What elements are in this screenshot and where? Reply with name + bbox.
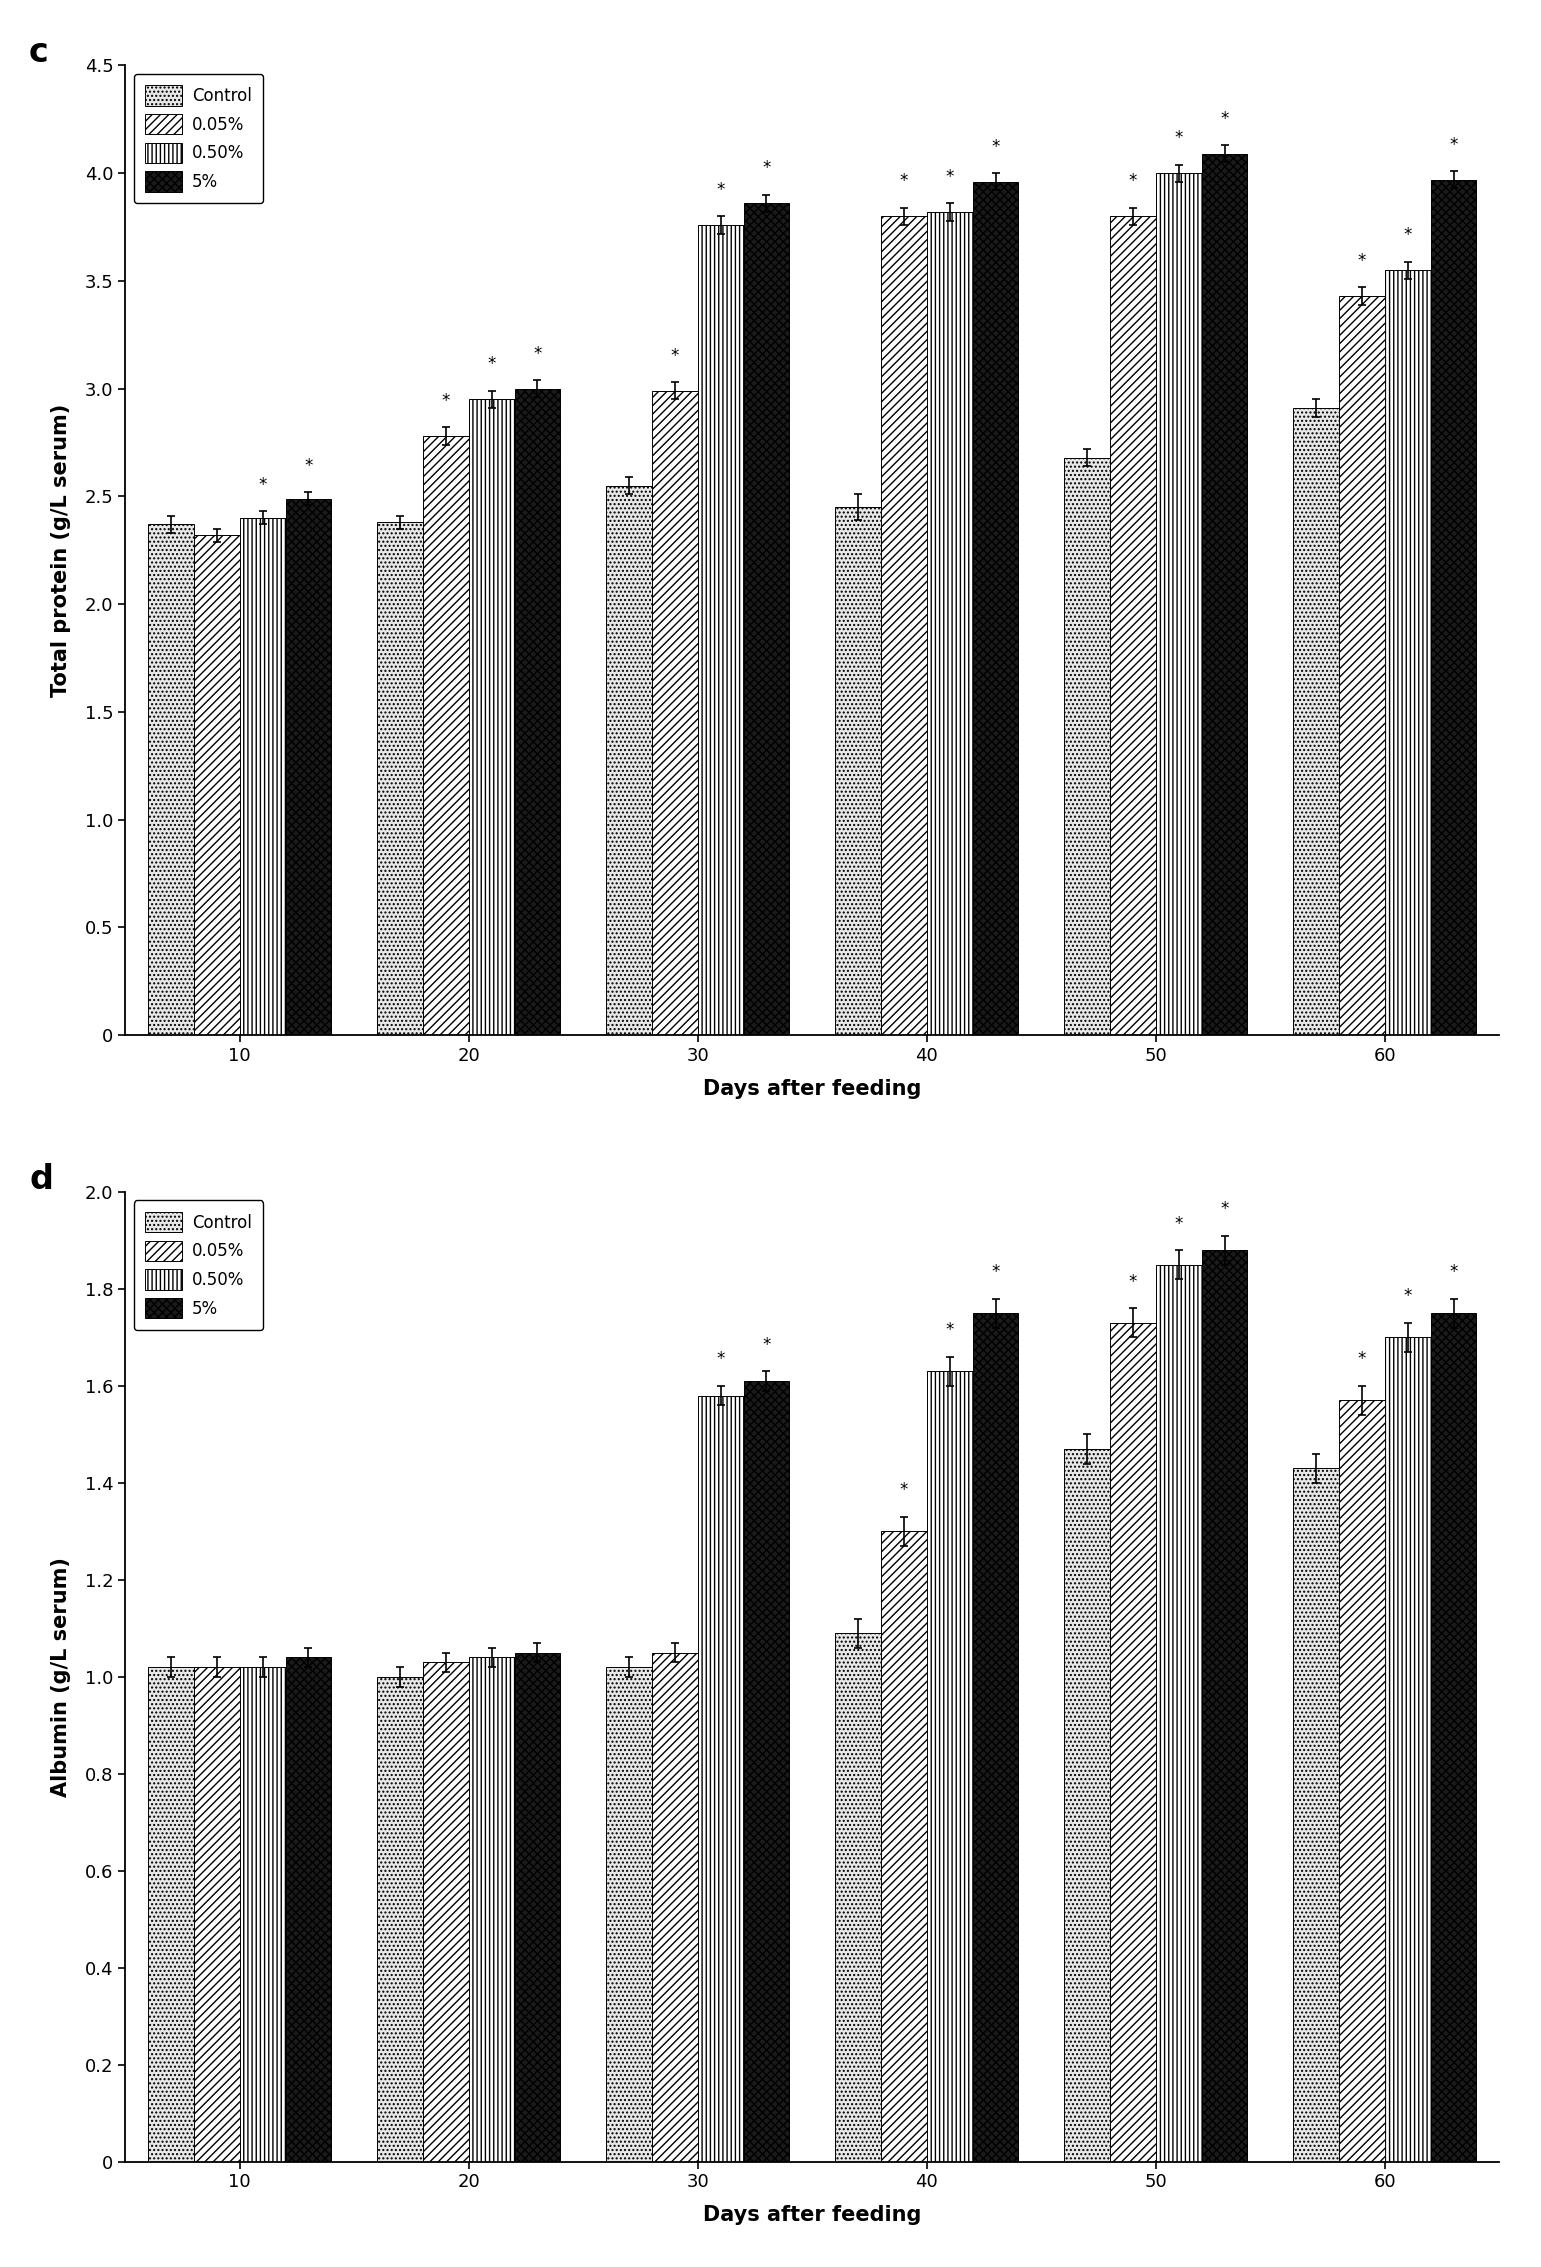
Bar <box>1385 1338 1430 2163</box>
Y-axis label: Total protein (g/L serum): Total protein (g/L serum) <box>51 404 71 696</box>
Bar <box>1202 154 1247 1036</box>
Bar <box>515 1653 561 2163</box>
Legend: Control, 0.05%, 0.50%, 5%: Control, 0.05%, 0.50%, 5% <box>134 1199 264 1331</box>
Bar <box>1385 270 1430 1036</box>
Bar <box>1339 1401 1385 2163</box>
Bar <box>194 535 240 1036</box>
Text: *: * <box>1358 1351 1367 1369</box>
Bar <box>835 508 881 1036</box>
Bar <box>285 499 331 1036</box>
Text: *: * <box>1128 1274 1137 1290</box>
Bar <box>1202 1249 1247 2163</box>
Bar <box>1293 1469 1339 2163</box>
Text: *: * <box>763 1335 770 1353</box>
Text: *: * <box>1404 227 1412 245</box>
Bar <box>378 1678 422 2163</box>
Text: *: * <box>259 476 267 494</box>
Text: *: * <box>1220 1199 1228 1217</box>
Bar <box>194 1666 240 2163</box>
Bar <box>468 399 515 1036</box>
Bar <box>881 215 926 1036</box>
Text: *: * <box>1174 1215 1183 1233</box>
Bar <box>698 224 744 1036</box>
Bar <box>515 388 561 1036</box>
Text: *: * <box>304 456 313 474</box>
Bar <box>698 1396 744 2163</box>
Text: *: * <box>991 138 1000 156</box>
Text: *: * <box>717 1351 724 1369</box>
Bar <box>1065 458 1110 1036</box>
Bar <box>1430 1313 1476 2163</box>
X-axis label: Days after feeding: Days after feeding <box>703 2206 922 2226</box>
Bar <box>1339 297 1385 1036</box>
Text: *: * <box>991 1263 1000 1281</box>
Bar <box>835 1632 881 2163</box>
Bar <box>1110 215 1156 1036</box>
Text: *: * <box>442 392 450 410</box>
Text: *: * <box>946 1322 954 1340</box>
Bar <box>285 1657 331 2163</box>
X-axis label: Days after feeding: Days after feeding <box>703 1079 922 1099</box>
Text: *: * <box>763 159 770 177</box>
Bar <box>744 204 789 1036</box>
Text: *: * <box>487 356 496 374</box>
Bar <box>1430 179 1476 1036</box>
Bar <box>1293 408 1339 1036</box>
Text: d: d <box>29 1163 52 1197</box>
Bar <box>652 1653 698 2163</box>
Bar <box>744 1381 789 2163</box>
Bar <box>606 485 652 1036</box>
Y-axis label: Albumin (g/L serum): Albumin (g/L serum) <box>51 1557 71 1798</box>
Text: *: * <box>1220 109 1228 127</box>
Bar <box>148 1666 194 2163</box>
Bar <box>1156 172 1202 1036</box>
Bar <box>240 1666 285 2163</box>
Bar <box>606 1666 652 2163</box>
Bar <box>1110 1324 1156 2163</box>
Bar <box>468 1657 515 2163</box>
Bar <box>240 517 285 1036</box>
Bar <box>881 1532 926 2163</box>
Text: *: * <box>670 347 680 365</box>
Bar <box>926 1372 972 2163</box>
Text: *: * <box>533 345 542 363</box>
Text: *: * <box>900 1480 908 1498</box>
Text: *: * <box>1128 172 1137 190</box>
Bar <box>422 435 468 1036</box>
Text: *: * <box>1450 136 1458 154</box>
Bar <box>926 213 972 1036</box>
Text: *: * <box>1404 1288 1412 1306</box>
Text: *: * <box>1450 1263 1458 1281</box>
Bar <box>1156 1265 1202 2163</box>
Bar <box>1065 1449 1110 2163</box>
Text: *: * <box>946 168 954 186</box>
Bar <box>972 1313 1019 2163</box>
Bar <box>378 521 422 1036</box>
Text: *: * <box>717 181 724 199</box>
Text: *: * <box>900 172 908 190</box>
Bar <box>148 524 194 1036</box>
Text: *: * <box>1358 252 1367 270</box>
Legend: Control, 0.05%, 0.50%, 5%: Control, 0.05%, 0.50%, 5% <box>134 75 264 204</box>
Text: c: c <box>29 36 49 70</box>
Bar <box>422 1662 468 2163</box>
Bar <box>972 181 1019 1036</box>
Text: *: * <box>1174 129 1183 147</box>
Bar <box>652 390 698 1036</box>
